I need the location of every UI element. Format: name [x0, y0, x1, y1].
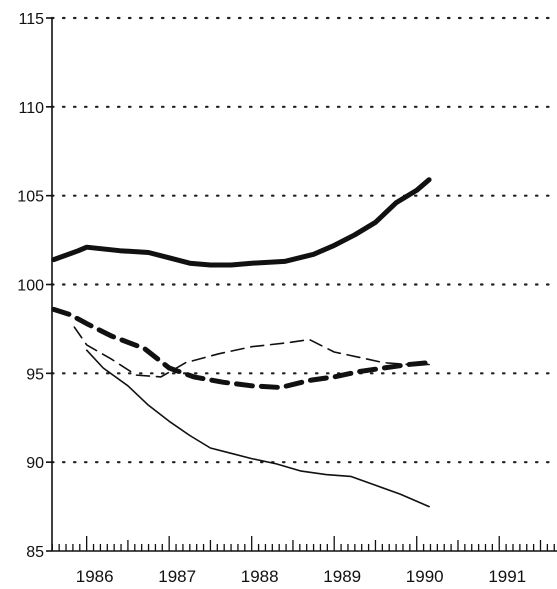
x-tick-label-1988: 1988 — [241, 567, 279, 586]
y-tick-label-110: 110 — [18, 100, 44, 117]
x-tick-label-1987: 1987 — [158, 567, 196, 586]
tick-labels: 85 90 95 100 105 110 115 1986 1987 1988 1989 1990 19… — [17, 11, 526, 586]
y-tick-label-95: 95 — [26, 366, 44, 383]
x-tick-label-1986: 1986 — [76, 567, 114, 586]
series-line-thin-solid — [85, 349, 430, 508]
series-line-thick-dashed — [51, 306, 432, 390]
axes — [46, 17, 557, 552]
x-tick-label-1991: 1991 — [488, 567, 526, 586]
series-line-thick-solid — [51, 177, 432, 268]
grid — [50, 16, 557, 464]
series-line-thin-dashed — [73, 326, 430, 378]
x-tick-label-1990: 1990 — [406, 567, 444, 586]
y-tick-label-105: 105 — [17, 189, 44, 206]
y-tick-label-90: 90 — [26, 455, 44, 472]
y-tick-label-85: 85 — [26, 544, 44, 561]
y-tick-label-100: 100 — [17, 278, 44, 295]
y-tick-label-115: 115 — [18, 11, 44, 28]
series-group — [51, 177, 432, 508]
x-tick-label-1989: 1989 — [323, 567, 361, 586]
